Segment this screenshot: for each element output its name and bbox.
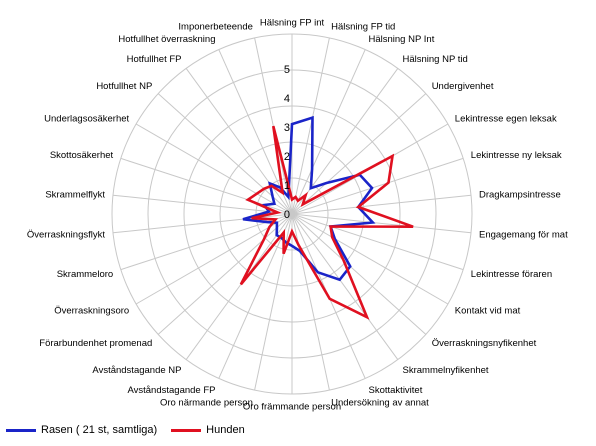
axis-label-19: Avståndstagande NP (92, 365, 181, 376)
axis-label-28: Hotfullhet FP (127, 54, 182, 65)
axis-label-11: Kontakt vid mat (455, 306, 521, 317)
spoke-24 (112, 194, 293, 215)
spoke-5 (291, 93, 427, 215)
axis-label-23: Överraskningsflykt (27, 230, 105, 241)
legend-item-rasen: Rasen ( 21 st, samtliga) (6, 424, 157, 436)
legend-label-rasen: Rasen ( 21 st, samtliga) (41, 424, 158, 436)
spoke-30 (254, 37, 293, 215)
axis-label-20: Förarbundenhet promenad (39, 338, 152, 349)
spoke-7 (291, 157, 464, 215)
series-line-hunden (239, 125, 414, 320)
legend-label-hunden: Hunden (206, 424, 245, 436)
tick-label-4: 4 (284, 93, 290, 105)
spoke-9 (291, 213, 472, 234)
axis-label-14: Skottaktivitet (369, 385, 423, 396)
axis-label-7: Lekintresse ny leksak (471, 150, 562, 161)
axis-label-8: Dragkampsintresse (479, 189, 561, 200)
axis-label-1: Hälsning FP int (260, 18, 325, 29)
axis-label-15: Undersökning av annat (331, 397, 429, 408)
legend-swatch-rasen (6, 428, 36, 432)
spoke-19 (185, 213, 293, 360)
axis-label-25: Skottosäkerhet (50, 150, 114, 161)
axis-label-16: Oro främmande person (243, 402, 341, 413)
legend-item-hunden: Hunden (171, 424, 245, 436)
tick-label-0: 0 (284, 209, 290, 221)
axis-label-5: Undergivenhet (432, 81, 494, 92)
spoke-3 (291, 49, 366, 215)
axis-label-21: Överraskningsoro (54, 306, 129, 317)
axis-label-22: Skrammeloro (57, 269, 114, 280)
axis-label-2: Hälsning FP tid (331, 22, 395, 33)
axis-label-29: Hotfullhet överraskning (118, 34, 215, 45)
axis-label-12: Överraskningsnyfikenhet (432, 338, 537, 349)
axis-label-6: Lekintresse egen leksak (455, 114, 557, 125)
spoke-13 (291, 213, 399, 360)
spoke-22 (120, 213, 293, 271)
axis-label-26: Underlagsosäkerhet (44, 114, 129, 125)
spoke-27 (157, 93, 293, 215)
legend: Rasen ( 21 st, samtliga) Hunden (6, 424, 259, 436)
axis-label-4: Hälsning NP tid (403, 54, 468, 65)
tick-label-5: 5 (284, 64, 290, 76)
axis-label-30: Imponerbeteende (178, 22, 252, 33)
axis-label-27: Hotfullhet NP (96, 81, 152, 92)
tick-label-1: 1 (284, 180, 290, 192)
spoke-8 (291, 194, 472, 215)
spoke-11 (291, 213, 449, 305)
axis-label-17: Oro närmande person (160, 397, 253, 408)
spoke-26 (135, 123, 293, 215)
spoke-10 (291, 213, 464, 271)
spoke-12 (291, 213, 427, 335)
legend-swatch-hunden (171, 428, 202, 432)
spoke-28 (185, 68, 293, 215)
axis-label-18: Avståndstagande FP (127, 385, 215, 396)
tick-label-2: 2 (284, 151, 290, 163)
axis-label-3: Hälsning NP Int (369, 34, 435, 45)
spoke-2 (291, 37, 330, 215)
spoke-18 (218, 213, 293, 379)
spoke-21 (135, 213, 293, 305)
tick-label-3: 3 (284, 122, 290, 134)
axis-label-13: Skrammelnyfikenhet (403, 365, 489, 376)
axis-label-24: Skrammelflykt (45, 189, 105, 200)
axis-label-10: Lekintresse föraren (471, 269, 552, 280)
axis-label-9: Engagemang för mat (479, 230, 568, 241)
spoke-20 (157, 213, 293, 335)
